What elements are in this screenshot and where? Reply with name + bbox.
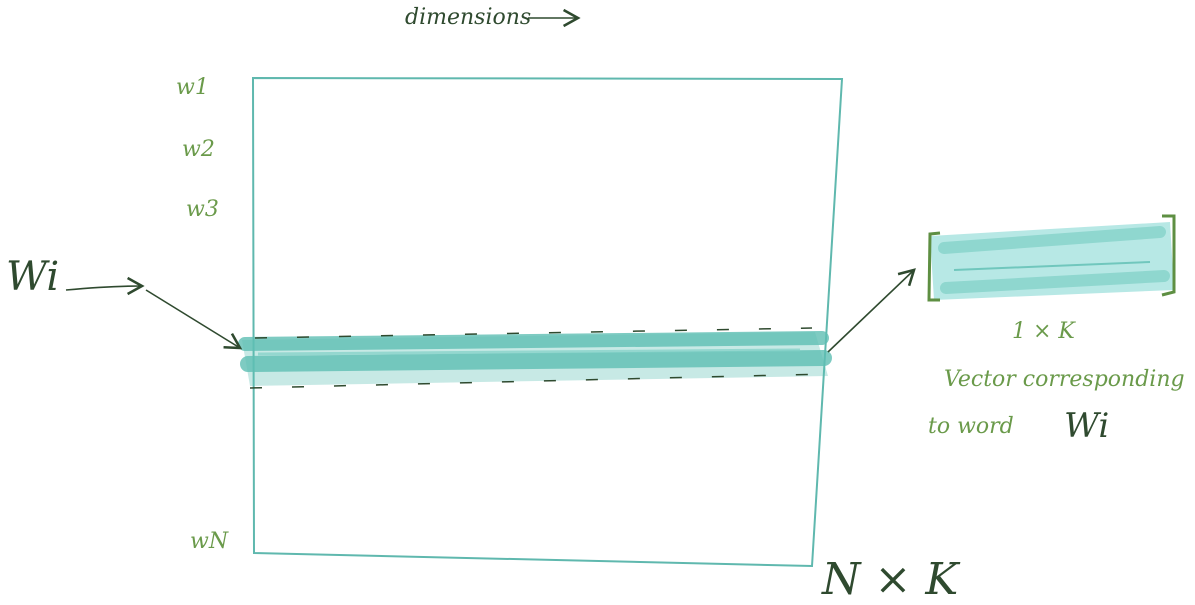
- row-pointer-arrow: [145, 289, 243, 350]
- right-bracket: [1161, 214, 1176, 297]
- pointer-arrow: [65, 276, 145, 296]
- embedding-matrix: [251, 76, 844, 568]
- vector-caption-line1: Vector corresponding: [944, 367, 1185, 392]
- word-pointer-label: Wi: [6, 254, 59, 300]
- matrix-size-label: N × K: [821, 554, 960, 605]
- row-label-w2: w2: [182, 137, 215, 162]
- vector-caption-word: Wi: [1064, 406, 1109, 446]
- left-bracket: [927, 231, 941, 302]
- highlighted-row: [238, 327, 832, 389]
- row-label-w3: w3: [186, 197, 219, 222]
- vector-size-label: 1 × K: [1012, 319, 1076, 344]
- vector-caption-line2: to word: [928, 414, 1014, 439]
- row-label-wN: wN: [190, 529, 229, 554]
- row-label-w1: w1: [176, 75, 209, 100]
- extract-arrow: [827, 268, 916, 353]
- dimensions-label: dimensions: [405, 5, 531, 30]
- word-vector: [927, 214, 1176, 302]
